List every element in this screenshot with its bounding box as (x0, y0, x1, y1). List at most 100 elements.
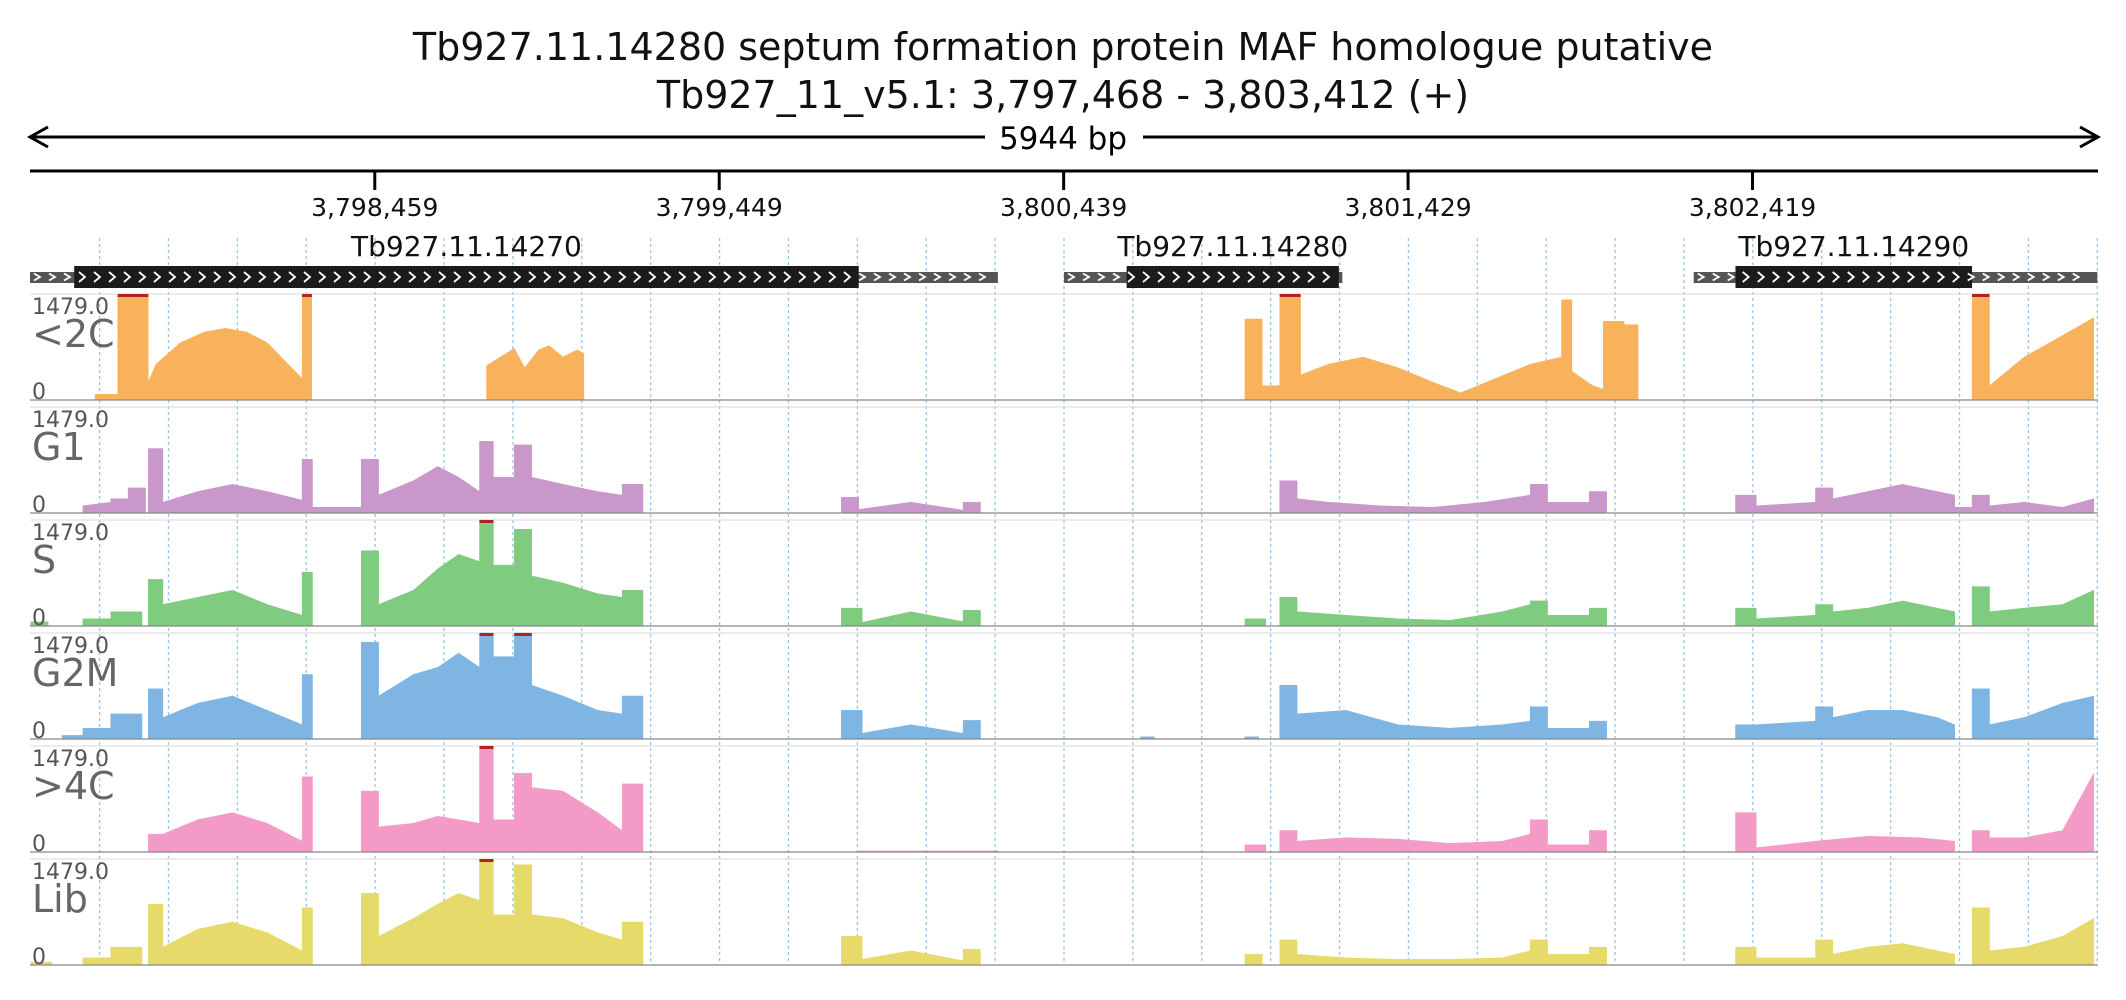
coverage-area (479, 745, 494, 853)
strand-chevron-icon (1082, 272, 1091, 282)
gene-model[interactable]: Tb927.11.14270 (30, 230, 998, 288)
coverage-area (378, 815, 480, 853)
strand-chevron-icon (948, 272, 957, 282)
coverage-area (1989, 589, 2095, 627)
coverage-area (1244, 618, 1267, 627)
coverage-area (1989, 498, 2095, 514)
track-name: G2M (32, 651, 118, 695)
coverage-area (1756, 957, 1816, 966)
coverage-area (1756, 835, 1955, 853)
clip-marker (117, 294, 149, 297)
coverage-area (1735, 946, 1757, 966)
strand-chevron-icon (648, 271, 657, 283)
clip-marker (479, 633, 494, 636)
clip-marker (479, 520, 494, 523)
strand-chevron-icon (318, 271, 327, 283)
track-max-label: 1479.0 (32, 521, 109, 546)
strand-chevron-icon (543, 271, 552, 283)
coverage-area (621, 921, 644, 966)
coverage-area (962, 501, 981, 514)
gene-label: Tb927.11.14270 (350, 230, 582, 263)
coverage-area (148, 448, 164, 514)
coverage-track: 1479.0G1 0 (30, 406, 2098, 518)
strand-chevron-icon (873, 272, 882, 282)
coverage-area (861, 611, 964, 627)
strand-chevron-icon (1772, 271, 1781, 283)
track-name: >4C (32, 764, 115, 808)
track-name: <2C (32, 312, 115, 356)
strand-chevron-icon (663, 271, 672, 283)
track-max-label: 1479.0 (32, 747, 109, 772)
coverage-area (1989, 695, 2095, 740)
strand-chevron-icon (1277, 271, 1286, 283)
coverage-area (493, 564, 515, 627)
strand-chevron-icon (363, 271, 372, 283)
strand-chevron-icon (153, 271, 162, 283)
strand-chevron-icon (2042, 272, 2051, 282)
coverage-area (1244, 318, 1263, 401)
strand-chevron-icon (843, 271, 852, 283)
strand-chevron-icon (828, 271, 837, 283)
strand-chevron-icon (798, 271, 807, 283)
track-min-label: 0 (32, 832, 46, 857)
coverage-area (1971, 688, 1990, 740)
coverage-area (1262, 385, 1280, 401)
clip-marker (1279, 294, 1301, 297)
coverage-area (514, 528, 532, 627)
strand-chevron-icon (1097, 272, 1106, 282)
gene-model[interactable]: Tb927.11.14280 (1064, 230, 1348, 288)
coverage-area (1279, 684, 1298, 740)
strand-chevron-icon (183, 271, 192, 283)
strand-chevron-icon (78, 271, 87, 283)
strand-chevron-icon (858, 272, 867, 282)
strand-chevron-icon (33, 272, 42, 282)
coverage-area (962, 948, 981, 966)
coverage-area (514, 444, 532, 514)
strand-chevron-icon (558, 271, 567, 283)
strand-chevron-icon (1847, 271, 1856, 283)
gene-model[interactable]: Tb927.11.14290 (1693, 230, 2098, 288)
strand-chevron-icon (903, 272, 912, 282)
strand-chevron-icon (228, 271, 237, 283)
coverage-area (1832, 943, 1955, 966)
coverage-area (1279, 939, 1298, 966)
coverage-area (841, 496, 859, 514)
strand-chevron-icon (1877, 271, 1886, 283)
coverage-area (1296, 950, 1531, 966)
coverage-area (110, 946, 143, 966)
coverage-area (1571, 370, 1604, 401)
strand-chevron-icon (1862, 271, 1871, 283)
coverage-area (301, 571, 313, 627)
coverage-area (1589, 720, 1607, 740)
coverage-area (1529, 819, 1548, 853)
coverage-area (1296, 710, 1531, 740)
strand-chevron-icon (963, 272, 972, 282)
strand-chevron-icon (918, 272, 927, 282)
track-min-label: 0 (32, 719, 46, 744)
coverage-area (514, 772, 532, 853)
strand-chevron-icon (123, 271, 132, 283)
strand-chevron-icon (528, 271, 537, 283)
coverage-area (1756, 614, 1816, 627)
track-min-label: 0 (32, 380, 46, 405)
left-arrowhead-icon (26, 125, 49, 149)
coverage-area (1971, 830, 1990, 853)
track-name: G1 (32, 425, 86, 469)
strand-chevron-icon (1952, 271, 1961, 283)
strand-chevron-icon (573, 271, 582, 283)
coverage-area (110, 713, 143, 740)
strand-chevron-icon (1322, 271, 1331, 283)
strand-chevron-icon (408, 271, 417, 283)
coverage-area (1832, 600, 1955, 627)
strand-chevron-icon (1757, 271, 1766, 283)
coverage-area (148, 833, 164, 853)
strand-chevron-icon (423, 271, 432, 283)
strand-chevron-icon (2012, 272, 2021, 282)
strand-chevron-icon (1127, 271, 1136, 283)
clip-marker (479, 859, 494, 862)
coverage-area (1547, 501, 1590, 514)
strand-chevron-icon (213, 271, 222, 283)
strand-chevron-icon (933, 272, 942, 282)
